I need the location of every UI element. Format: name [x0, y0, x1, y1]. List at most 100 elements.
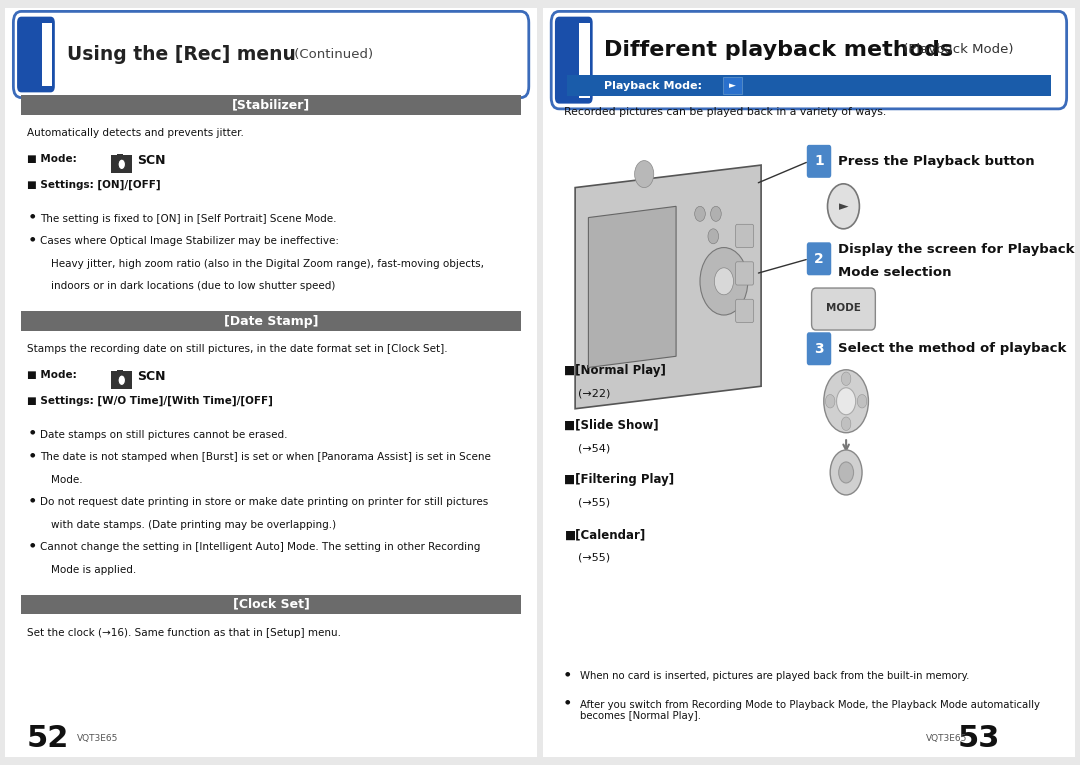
Text: Date stamps on still pictures cannot be erased.: Date stamps on still pictures cannot be … [40, 430, 287, 440]
Bar [22, 311, 521, 330]
FancyBboxPatch shape [13, 11, 529, 98]
Circle shape [118, 159, 125, 170]
Circle shape [711, 207, 721, 221]
FancyBboxPatch shape [555, 17, 593, 103]
Text: Cases where Optical Image Stabilizer may be ineffective:: Cases where Optical Image Stabilizer may… [40, 236, 339, 246]
Text: Press the Playback button: Press the Playback button [838, 155, 1035, 168]
Text: 53: 53 [958, 724, 1000, 753]
Circle shape [858, 395, 867, 408]
Text: 2: 2 [814, 252, 824, 265]
Text: 1: 1 [814, 155, 824, 168]
Text: ■ Settings: [ON]/[OFF]: ■ Settings: [ON]/[OFF] [27, 179, 160, 190]
FancyBboxPatch shape [735, 299, 754, 323]
Circle shape [694, 207, 705, 221]
Text: Playback Mode:: Playback Mode: [605, 80, 706, 90]
Text: When no card is inserted, pictures are played back from the built-in memory.: When no card is inserted, pictures are p… [580, 671, 970, 681]
Text: Different playback methods: Different playback methods [605, 40, 954, 60]
Text: indoors or in dark locations (due to low shutter speed): indoors or in dark locations (due to low… [51, 282, 335, 291]
Circle shape [831, 450, 862, 495]
FancyBboxPatch shape [551, 11, 1067, 109]
Text: Mode is applied.: Mode is applied. [51, 565, 136, 575]
Text: ■[Slide Show]: ■[Slide Show] [565, 418, 659, 431]
Text: Heavy jitter, high zoom ratio (also in the Digital Zoom range), fast-moving obje: Heavy jitter, high zoom ratio (also in t… [51, 259, 484, 269]
Text: The date is not stamped when [Burst] is set or when [Panorama Assist] is set in : The date is not stamped when [Burst] is … [40, 452, 490, 462]
Bar [22, 96, 521, 115]
Text: VQT3E65: VQT3E65 [77, 734, 119, 743]
Text: (Playback Mode): (Playback Mode) [900, 43, 1014, 56]
Text: ►: ► [729, 81, 735, 90]
FancyBboxPatch shape [17, 17, 55, 93]
Text: 3: 3 [814, 342, 824, 356]
Circle shape [841, 417, 851, 431]
Text: MODE: MODE [826, 302, 861, 313]
Text: The setting is fixed to [ON] in [Self Portrait] Scene Mode.: The setting is fixed to [ON] in [Self Po… [40, 214, 337, 224]
Text: Do not request date printing in store or make date printing on printer for still: Do not request date printing in store or… [40, 497, 488, 507]
Text: Set the clock (→16). Same function as that in [Setup] menu.: Set the clock (→16). Same function as th… [27, 627, 340, 638]
Text: Mode.: Mode. [51, 475, 82, 485]
Text: SCN: SCN [137, 154, 165, 167]
Text: ■ Mode:: ■ Mode: [27, 154, 80, 164]
Text: ■[Filtering Play]: ■[Filtering Play] [565, 474, 675, 487]
FancyBboxPatch shape [807, 145, 832, 177]
Text: ■[Calendar]: ■[Calendar] [565, 528, 646, 541]
Bar [567, 75, 1051, 96]
Polygon shape [589, 207, 676, 367]
Text: (→22): (→22) [578, 389, 610, 399]
Circle shape [827, 184, 860, 229]
Text: ●: ● [29, 430, 35, 435]
Text: Automatically detects and prevents jitter.: Automatically detects and prevents jitte… [27, 129, 243, 138]
Text: Recorded pictures can be played back in a variety of ways.: Recorded pictures can be played back in … [565, 106, 887, 116]
Text: SCN: SCN [137, 369, 165, 382]
Text: ●: ● [565, 671, 570, 676]
Bar [22, 594, 521, 614]
Text: After you switch from Recording Mode to Playback Mode, the Playback Mode automat: After you switch from Recording Mode to … [580, 700, 1040, 721]
Circle shape [837, 388, 855, 415]
Circle shape [708, 229, 718, 244]
Text: (→54): (→54) [578, 443, 610, 453]
Text: ►: ► [839, 200, 848, 213]
Text: ●: ● [29, 214, 35, 219]
Text: Mode selection: Mode selection [838, 265, 951, 278]
Circle shape [841, 372, 851, 386]
Circle shape [824, 369, 868, 433]
Text: ●: ● [29, 542, 35, 547]
FancyBboxPatch shape [735, 224, 754, 248]
Text: VQT3E65: VQT3E65 [926, 734, 968, 743]
Text: ■ Settings: [W/O Time]/[With Time]/[OFF]: ■ Settings: [W/O Time]/[With Time]/[OFF] [27, 396, 272, 405]
Circle shape [839, 462, 853, 483]
Text: Stamps the recording date on still pictures, in the date format set in [Clock Se: Stamps the recording date on still pictu… [27, 344, 447, 354]
Bar [117, 369, 123, 375]
Bar [579, 23, 590, 98]
Circle shape [825, 395, 835, 408]
Text: [Clock Set]: [Clock Set] [232, 598, 310, 611]
Text: (→55): (→55) [578, 552, 610, 563]
Text: Cannot change the setting in [Intelligent Auto] Mode. The setting in other Recor: Cannot change the setting in [Intelligen… [40, 542, 481, 552]
Text: [Date Stamp]: [Date Stamp] [224, 314, 319, 327]
FancyBboxPatch shape [735, 262, 754, 285]
Text: ●: ● [29, 236, 35, 241]
Text: (Continued): (Continued) [289, 48, 373, 61]
FancyBboxPatch shape [811, 288, 875, 330]
Text: ●: ● [565, 700, 570, 705]
Text: Using the [Rec] menu: Using the [Rec] menu [67, 45, 296, 64]
FancyBboxPatch shape [807, 243, 832, 275]
FancyBboxPatch shape [723, 77, 742, 94]
FancyBboxPatch shape [111, 371, 133, 389]
Text: 52: 52 [27, 724, 69, 753]
Text: ■ Mode:: ■ Mode: [27, 369, 80, 379]
Polygon shape [576, 165, 761, 409]
Text: ●: ● [29, 452, 35, 457]
Text: with date stamps. (Date printing may be overlapping.): with date stamps. (Date printing may be … [51, 519, 336, 529]
Circle shape [118, 375, 125, 386]
Text: Display the screen for Playback: Display the screen for Playback [838, 243, 1075, 256]
Text: ■[Normal Play]: ■[Normal Play] [565, 364, 666, 376]
Bar [41, 23, 52, 86]
FancyBboxPatch shape [807, 332, 832, 365]
Circle shape [714, 268, 733, 295]
Circle shape [700, 248, 747, 315]
Text: ●: ● [29, 497, 35, 502]
Text: [Stabilizer]: [Stabilizer] [232, 99, 310, 112]
Bar [117, 154, 123, 159]
FancyBboxPatch shape [111, 155, 133, 174]
Text: Select the method of playback: Select the method of playback [838, 342, 1067, 355]
